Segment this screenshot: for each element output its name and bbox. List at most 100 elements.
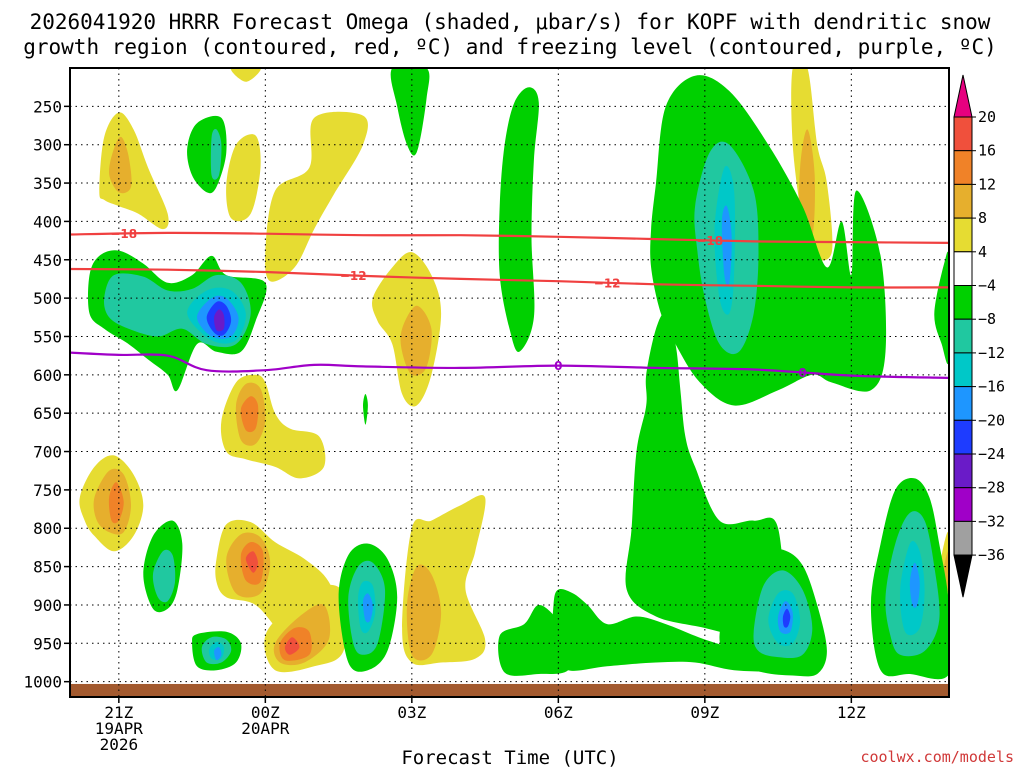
- x-tick-label: 2026: [100, 735, 139, 754]
- colorbar-swatch: [953, 318, 973, 354]
- colorbar-swatch: [953, 251, 973, 287]
- omega-region-red: [245, 551, 258, 573]
- contour-label: 0: [798, 366, 806, 380]
- colorbar-swatch: [953, 183, 973, 219]
- omega-region-green: [390, 68, 430, 156]
- contour-label: −12: [340, 269, 367, 283]
- ground-layer: [70, 683, 949, 697]
- omega-region-gold: [406, 564, 442, 661]
- colorbar: 20 16 12 8 4 −4 −8 −12 −16 −20 −24 −28 −32 −36: [953, 74, 1005, 598]
- y-tick-label: 800: [33, 519, 62, 538]
- omega-region-yellow: [265, 111, 368, 282]
- colorbar-label: −36: [978, 546, 1005, 564]
- omega-region-green: [363, 394, 368, 425]
- colorbar-label: −4: [978, 277, 996, 295]
- omega-region-teal: [210, 128, 222, 180]
- contour-label: 0: [554, 359, 562, 373]
- y-tick-label: 650: [33, 404, 62, 423]
- y-axis: 250 300 350 400 450 500 550 600 650 700 750 800 850 9…: [23, 97, 70, 692]
- colorbar-swatch: [953, 520, 973, 556]
- y-tick-label: 500: [33, 289, 62, 308]
- omega-region-yellow: [220, 374, 326, 479]
- y-tick-label: 850: [33, 558, 62, 577]
- x-axis-label: Forecast Time (UTC): [401, 747, 618, 768]
- x-tick-label: 00Z: [251, 703, 280, 722]
- colorbar-label: 16: [978, 142, 996, 160]
- colorbar-swatch: [953, 217, 973, 253]
- colorbar-swatch: [953, 419, 973, 455]
- y-tick-label: 550: [33, 327, 62, 346]
- colorbar-swatch: [953, 487, 973, 522]
- colorbar-label: −20: [978, 411, 1005, 429]
- chart-subtitle: growth region (contoured, red, ºC) and f…: [23, 35, 997, 59]
- x-tick-label: 21Z: [104, 703, 133, 722]
- colorbar-swatch: [953, 453, 973, 489]
- contour-dgz-minus12: [70, 267, 949, 289]
- gridlines: [70, 68, 949, 697]
- y-tick-label: 750: [33, 481, 62, 500]
- contour-label: −18: [696, 234, 723, 248]
- x-tick-label: 06Z: [544, 703, 573, 722]
- y-tick-label: 250: [33, 97, 62, 116]
- contour-dgz-minus18: [70, 231, 949, 244]
- plot-frame: [69, 67, 950, 698]
- colorbar-swatch: [953, 386, 973, 421]
- omega-region-gold: [108, 136, 132, 194]
- y-tick-label: 350: [33, 174, 62, 193]
- omega-region-green: [498, 87, 539, 352]
- colorbar-bottom-arrow: [953, 554, 973, 598]
- y-tick-label: 300: [33, 136, 62, 155]
- omega-region-yellow: [226, 134, 261, 222]
- contour-label: −18: [110, 227, 137, 241]
- y-tick-label: 700: [33, 443, 62, 462]
- x-tick-label: 19APR: [95, 719, 144, 738]
- colorbar-label: −24: [978, 445, 1005, 463]
- omega-region-orange: [240, 396, 259, 433]
- y-tick-label: 450: [33, 251, 62, 270]
- contour-label: −12: [594, 276, 621, 290]
- omega-region-green: [498, 604, 574, 676]
- chart-title: 2026041920 HRRR Forecast Omega (shaded, …: [30, 10, 991, 34]
- omega-region-red: [284, 637, 300, 655]
- colorbar-label: 12: [978, 175, 996, 193]
- omega-region-lightblue: [214, 647, 222, 661]
- x-tick-label: 20APR: [241, 719, 290, 738]
- ground-surface: [70, 683, 949, 697]
- colorbar-label: −32: [978, 512, 1005, 530]
- colorbar-label: −12: [978, 344, 1005, 362]
- credit-text: coolwx.com/models: [860, 748, 1014, 766]
- omega-region-green: [625, 312, 785, 646]
- colorbar-label: 20: [978, 108, 996, 126]
- y-tick-label: 1000: [23, 673, 62, 692]
- y-tick-label: 400: [33, 212, 62, 231]
- y-tick-label: 950: [33, 634, 62, 653]
- omega-region-lightblue: [362, 593, 373, 623]
- colorbar-top-arrow: [953, 74, 973, 118]
- x-tick-label: 09Z: [690, 703, 719, 722]
- omega-region-lightblue: [909, 562, 920, 608]
- colorbar-swatch: [953, 116, 973, 152]
- colorbar-label: −28: [978, 479, 1005, 497]
- colorbar-label: 4: [978, 243, 987, 261]
- colorbar-swatch: [953, 150, 973, 185]
- omega-region-teal: [152, 549, 176, 603]
- y-tick-label: 900: [33, 596, 62, 615]
- omega-region-green: [934, 251, 949, 365]
- colorbar-label: −8: [978, 310, 996, 328]
- omega-region-purple: [214, 309, 225, 332]
- x-tick-label: 12Z: [837, 703, 866, 722]
- omega-region-lightblue: [721, 205, 732, 286]
- contour-freezing-level: [70, 351, 949, 379]
- omega-region-gold: [400, 305, 432, 376]
- omega-region-yellow: [230, 68, 261, 82]
- omega-shading-layer: [79, 68, 949, 680]
- colorbar-swatch: [953, 352, 973, 388]
- omega-region-orange: [108, 482, 124, 524]
- omega-region-blue: [782, 608, 791, 628]
- colorbar-label: −16: [978, 378, 1005, 396]
- colorbar-swatch: [953, 285, 973, 320]
- colorbar-label: 8: [978, 209, 987, 227]
- x-tick-label: 03Z: [397, 703, 426, 722]
